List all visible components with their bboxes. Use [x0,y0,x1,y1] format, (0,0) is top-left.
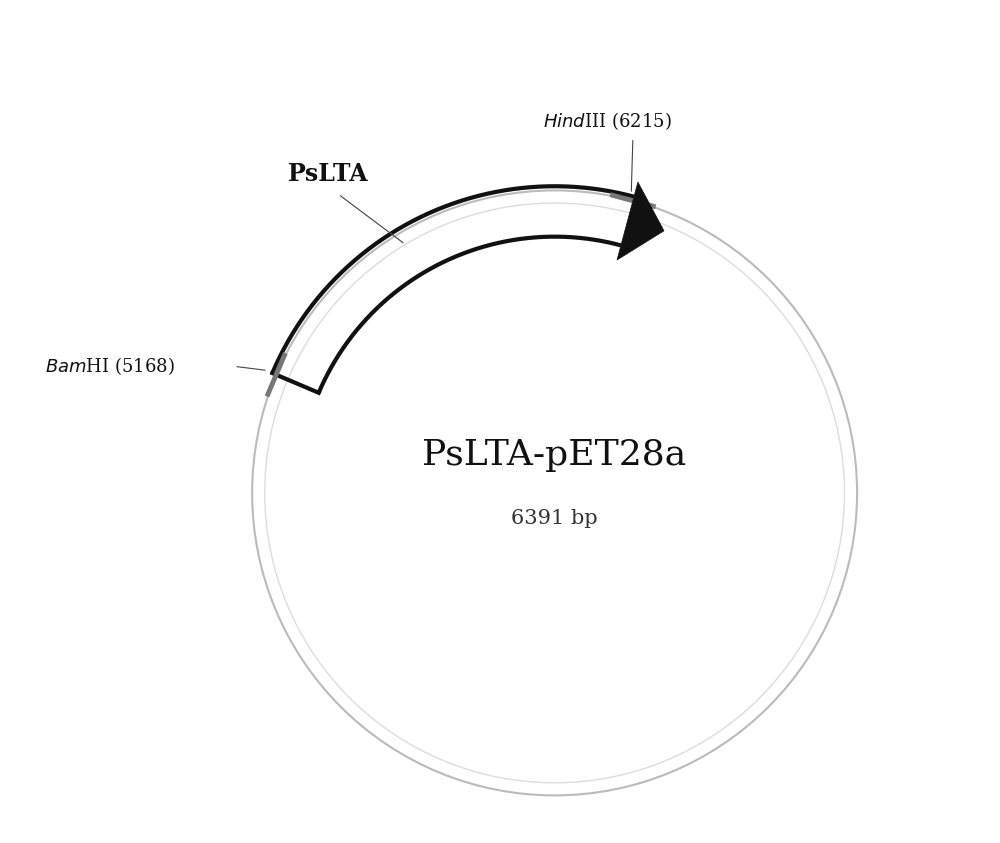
Text: PsLTA-pET28a: PsLTA-pET28a [422,438,687,472]
Text: $\mathit{Hind}$III (6215): $\mathit{Hind}$III (6215) [543,110,672,132]
Text: $\mathit{Bam}$HI (5168): $\mathit{Bam}$HI (5168) [45,356,175,378]
Text: PsLTA: PsLTA [288,162,368,185]
Text: 6391 bp: 6391 bp [511,508,598,528]
Polygon shape [617,182,664,260]
